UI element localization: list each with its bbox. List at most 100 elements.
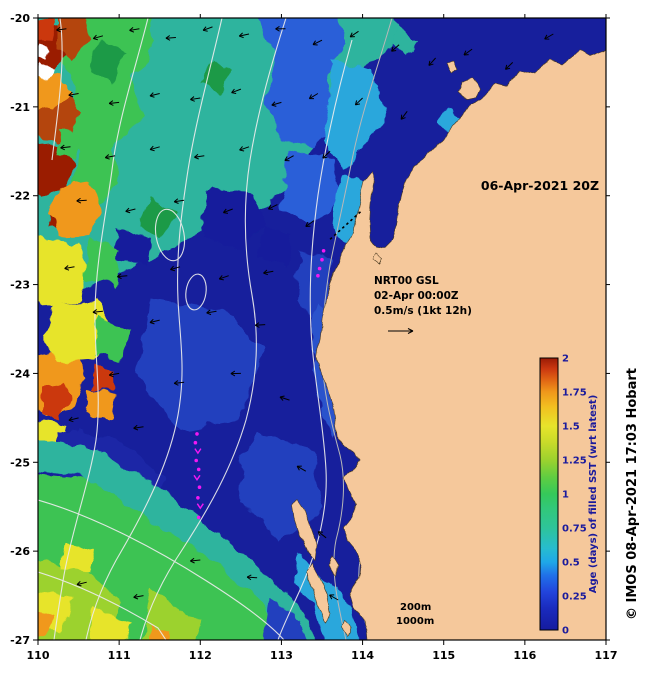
age-region [96,318,130,360]
current-vector [254,322,266,328]
vector-shaft [170,266,181,271]
drifter-dot [321,249,326,253]
lon-tick-label: 117 [595,649,618,662]
vector-shaft [129,28,140,31]
gsl-contour [277,39,353,640]
vector-head [239,146,245,152]
age-region [38,18,54,40]
lat-tick-label: -23 [10,279,30,292]
current-vector [329,594,339,601]
drifter-chevron [194,448,202,455]
current-vector [349,30,359,38]
lon-tick-label: 115 [432,649,455,662]
vector-shaft [349,30,359,38]
vector-head [354,100,361,106]
lat-tick-label: -22 [10,190,30,203]
island [291,499,317,561]
current-vector [149,92,160,98]
vector-shaft [133,426,144,429]
current-vector [271,101,282,107]
vector-head [173,380,179,386]
current-vector [76,580,87,587]
sst-age-regions [38,18,470,640]
colorbar-tick-label: 0.25 [562,592,587,603]
vector-head [254,322,260,328]
vector-head [149,318,155,325]
vector-shaft [428,57,436,66]
vector-shaft [322,150,331,159]
current-vector [117,273,128,280]
vector-shaft [149,146,160,151]
current-vector [68,416,79,423]
current-vector [173,380,185,386]
current-vector [165,35,176,41]
no-data-region [38,64,52,80]
current-vector [428,57,436,66]
colorbar-tick-label: 0.75 [562,524,587,535]
age-region [114,228,150,268]
colorbar-tick-label: 1 [562,490,569,501]
vector-head [206,309,212,316]
vector-shaft [93,35,104,40]
current-vector [305,220,315,227]
age-region [138,298,262,430]
lat-tick-label: -25 [10,456,30,469]
vector-shaft [68,93,79,96]
track-markers [193,209,364,520]
colorbar-gradient [539,357,559,631]
vector-shaft [174,381,185,384]
vector-shaft [312,39,323,46]
current-vector [267,204,278,210]
current-vector [284,155,294,162]
vector-head [190,557,195,564]
colorbar-tick-label: 1.5 [562,422,580,433]
age-region [256,18,346,148]
vector-head [108,100,114,106]
gsl-contour [38,571,167,640]
colorbar-tick-labels: 2 1.75 1.5 1.25 1 0.75 0.5 0.25 0 [562,354,587,637]
vector-head [308,94,314,100]
current-vector [92,309,103,315]
gsl-contour-loop [185,273,207,311]
vector-head [133,424,139,431]
lon-tick-label: 110 [27,649,50,662]
current-vector [133,593,144,600]
vector-head [56,26,61,33]
age-region [200,60,232,96]
vector-shaft [231,88,242,94]
vector-head [92,34,98,41]
vector-head [190,96,195,102]
vector-shaft [174,199,185,203]
vector-scale-arrow-icon [388,328,414,334]
colorbar-tick-label: 2 [562,354,569,365]
vector-head [125,207,131,214]
current-vector [544,33,554,40]
current-vector [275,25,286,32]
vector-shaft [279,396,290,401]
drifter-dot [317,266,322,271]
age-region [282,150,342,224]
vector-head [104,154,110,160]
current-vector [190,557,201,564]
vector-shaft [239,33,250,37]
longitude-axis: 110 111 112 113 114 115 116 117 [27,14,618,662]
age-region [38,239,90,306]
current-vector [391,44,400,52]
age-region [38,612,56,636]
colorbar-tick-label: 1.75 [562,388,587,399]
vector-head [170,265,176,272]
island [457,77,481,101]
vector-head [428,60,434,66]
age-region [90,608,132,640]
vector-head [129,27,135,33]
gsl-contour-loop [154,208,186,262]
vector-head [271,101,277,107]
vector-head [322,153,328,159]
colorbar-tick-label: 0 [562,626,569,637]
vector-shaft [109,101,120,104]
vector-shaft [165,37,176,39]
vector-shaft [505,62,514,70]
current-vector [202,26,213,32]
current-vector [149,318,160,325]
